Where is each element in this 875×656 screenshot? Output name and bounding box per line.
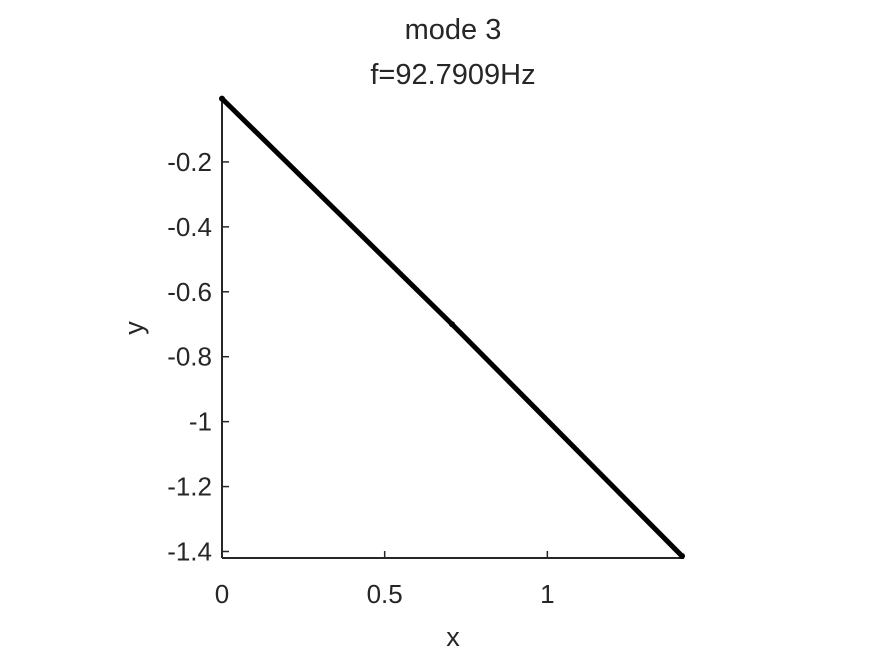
data-point [219,95,225,102]
title-line-frequency: f=92.7909Hz [370,59,535,91]
series-group [219,95,686,560]
y-tick-label: -0.2 [167,147,212,177]
y-tick-label: -0.6 [167,277,212,307]
y-ticks: -0.2 -0.4 -0.6 -0.8 -1 -1.2 -1.4 [167,147,229,567]
y-tick-label: -1.2 [167,472,212,502]
x-tick-label: 0 [215,579,229,609]
y-axis-label: y [119,321,149,335]
data-point [679,553,686,560]
x-tick-label: 0.5 [367,579,403,609]
x-ticks: 0 0.5 1 [215,551,555,609]
series-line [219,96,685,559]
title-line-mode: mode 3 [405,14,502,46]
data-point [449,321,456,328]
x-tick-label: 1 [540,579,554,609]
chart-title: mode 3 f=92.7909Hz [370,14,535,91]
y-tick-label: -1.4 [167,537,212,567]
y-tick-label: -1 [189,407,212,437]
x-axis-label: x [446,622,460,652]
y-tick-label: -0.4 [167,212,212,242]
y-tick-label: -0.8 [167,342,212,372]
axes [221,97,684,559]
